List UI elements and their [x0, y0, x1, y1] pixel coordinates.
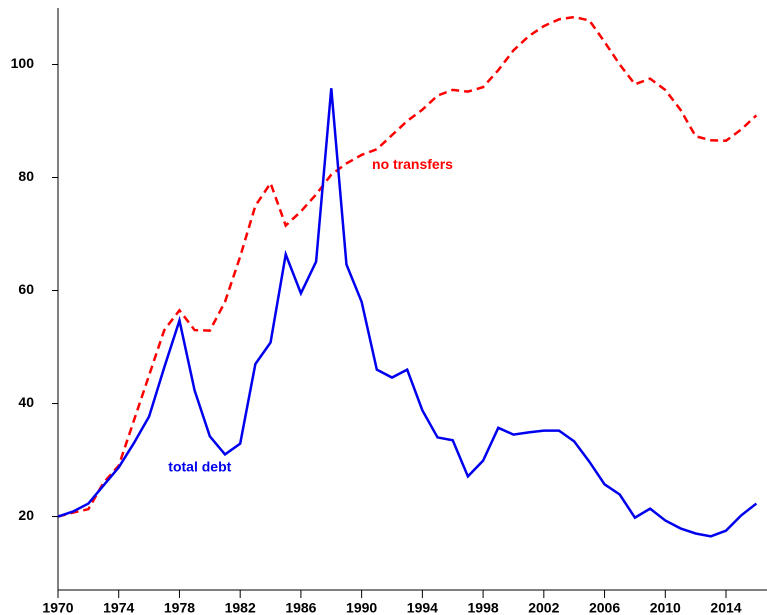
- y-tick-label: 20: [18, 507, 34, 523]
- x-tick-label: 2002: [528, 600, 559, 615]
- x-tick-label: 2010: [650, 600, 681, 615]
- series-label: total debt: [168, 458, 231, 474]
- series-label: no transfers: [372, 156, 453, 172]
- x-tick-label: 1994: [407, 600, 438, 615]
- y-tick-label: 80: [18, 168, 34, 184]
- x-tick-label: 1998: [468, 600, 499, 615]
- x-tick-label: 1974: [103, 600, 134, 615]
- y-tick-label: 100: [11, 55, 35, 71]
- x-tick-label: 1970: [42, 600, 73, 615]
- line-series: [57, 88, 758, 538]
- line-series: [57, 15, 758, 518]
- x-tick-label: 1982: [225, 600, 256, 615]
- x-tick-label: 1978: [164, 600, 195, 615]
- x-tick-label: 2006: [589, 600, 620, 615]
- x-tick-label: 2014: [710, 600, 741, 615]
- y-tick-label: 40: [18, 394, 34, 410]
- x-tick-label: 1990: [346, 600, 377, 615]
- y-tick-label: 60: [18, 281, 34, 297]
- x-tick-label: 1986: [285, 600, 316, 615]
